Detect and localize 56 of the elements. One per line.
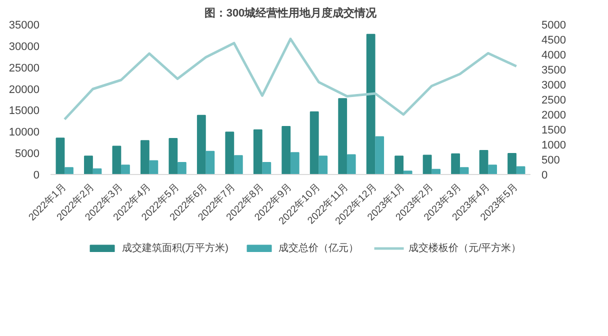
y-tick-label: 20000 — [8, 84, 40, 96]
y-tick-label: 30000 — [8, 40, 40, 53]
y2-tick-label: 4500 — [542, 34, 566, 46]
line-series — [63, 38, 518, 121]
y2-tick-label: 1500 — [542, 124, 566, 136]
bar — [422, 154, 432, 174]
y2-tick-label: 1000 — [542, 140, 566, 152]
bar — [460, 167, 469, 174]
bar — [488, 164, 497, 174]
chart-title: 图：300城经营性用地月度成交情况 — [204, 6, 378, 20]
bar — [177, 162, 186, 174]
bar — [338, 98, 348, 174]
bar — [206, 150, 215, 174]
y2-tick-label: 2500 — [542, 94, 566, 106]
y2-tick-label: 3000 — [542, 80, 566, 92]
bar — [375, 136, 384, 174]
bar — [310, 111, 319, 174]
bar — [121, 164, 130, 174]
y-tick-label: 25000 — [8, 62, 40, 74]
y-tick-label: 35000 — [8, 20, 40, 32]
y-tick-label: 10000 — [8, 126, 40, 139]
bar — [234, 155, 243, 174]
y2-tick-label: 3500 — [542, 64, 566, 76]
bar — [508, 153, 516, 174]
bar — [403, 170, 412, 174]
bar — [282, 126, 291, 174]
y2-tick-label: 500 — [542, 154, 560, 166]
bar — [262, 162, 272, 174]
bar — [346, 154, 356, 174]
bar — [149, 160, 158, 174]
bar — [225, 132, 234, 174]
bar — [140, 140, 150, 174]
y-tick-label: 15000 — [8, 105, 40, 118]
bar — [168, 138, 178, 174]
bar — [64, 167, 74, 174]
y2-tick-label: 2000 — [542, 110, 566, 122]
legend-label: 成交楼板价（元/平方米） — [408, 242, 522, 255]
legend-label: 成交建筑面积(万平方米) — [122, 242, 228, 255]
y-tick-label: 5000 — [15, 148, 40, 160]
legend-label: 成交总价（亿元） — [278, 242, 358, 255]
bar — [451, 153, 460, 174]
bar — [366, 34, 376, 174]
y2-tick-label: 4000 — [542, 50, 566, 62]
bar — [479, 150, 488, 174]
bar — [84, 156, 93, 174]
bar — [290, 152, 300, 174]
bar — [112, 146, 122, 174]
bar — [318, 156, 328, 174]
bar — [432, 168, 441, 174]
y2-tick-label: 0 — [542, 170, 548, 182]
bar — [56, 138, 65, 174]
bar — [394, 156, 404, 174]
bar — [196, 114, 206, 174]
y-tick-label: 0 — [33, 170, 40, 182]
bar — [253, 129, 262, 174]
y2-tick-label: 5000 — [542, 20, 566, 32]
